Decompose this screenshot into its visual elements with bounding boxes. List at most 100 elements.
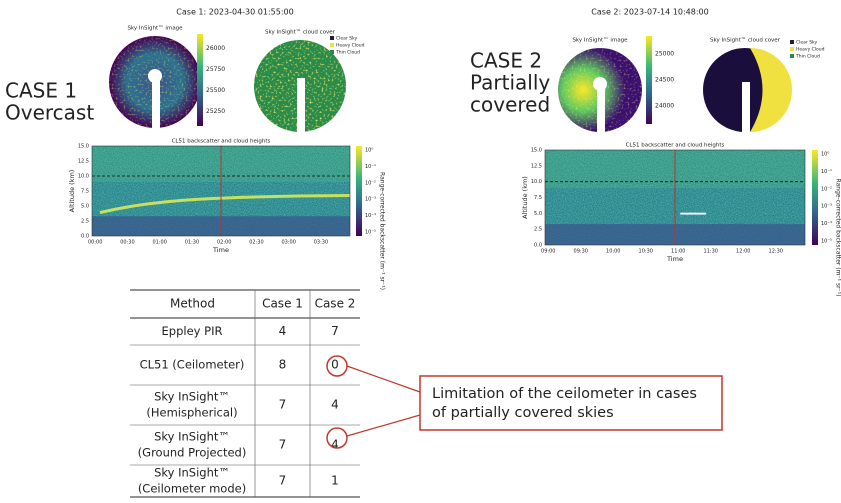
- table-cell: CL51 (Ceilometer): [140, 358, 245, 372]
- y-tick-label: 7.5: [534, 195, 542, 201]
- x-tick-label: 10:00: [606, 249, 620, 255]
- case-label: Overcast: [5, 101, 94, 125]
- colorbar-tick: 25500: [206, 87, 225, 94]
- legend-swatch: [790, 47, 794, 51]
- y-tick-label: 15.0: [78, 144, 89, 150]
- colorbar-tick: 10⁻²: [821, 186, 832, 192]
- colorbar: [356, 146, 362, 236]
- mast-top: [148, 69, 162, 83]
- table-header: Case 1: [262, 297, 303, 311]
- x-tick-label: 10:30: [639, 249, 653, 255]
- legend-label: Clear Sky: [336, 36, 358, 42]
- table-cell: Sky InSight™: [154, 430, 230, 444]
- colorbar: [812, 150, 818, 245]
- colorbar-tick: 24500: [655, 77, 674, 84]
- legend-swatch: [790, 40, 794, 44]
- legend-swatch: [790, 54, 794, 58]
- y-tick-label: 7.5: [81, 189, 89, 195]
- mast: [297, 78, 305, 132]
- legend-label: Thin Cloud: [795, 54, 820, 60]
- y-tick-label: 5.0: [534, 211, 542, 217]
- table-cell: (Hemispherical): [146, 406, 237, 420]
- table-cell: 7: [279, 438, 287, 452]
- plot-title: CL51 backscatter and cloud heights: [626, 143, 725, 149]
- table-cell: Sky InSight™: [154, 466, 230, 480]
- colorbar-tick: 10⁻¹: [821, 169, 832, 175]
- case-label: Partially: [470, 71, 550, 95]
- table-cell: Sky InSight™: [154, 390, 230, 404]
- callout-text: Limitation of the ceilometer in cases: [432, 386, 697, 402]
- legend-label: Heavy Cloud: [796, 47, 825, 53]
- x-tick-label: 00:00: [88, 240, 102, 246]
- image-title: Sky InSight™ image: [572, 37, 628, 44]
- colorbar-tick: 25250: [206, 108, 225, 115]
- colorbar-tick: 10⁻⁵: [821, 239, 832, 245]
- colorbar-tick: 10⁻⁴: [365, 213, 376, 219]
- colorbar-tick: 25000: [655, 51, 674, 58]
- legend-label: Clear Sky: [796, 40, 818, 46]
- colorbar: [197, 34, 203, 126]
- case-label: CASE 2: [470, 49, 542, 73]
- x-tick-label: 02:30: [249, 240, 263, 246]
- plot-title: CL51 backscatter and cloud heights: [172, 139, 271, 145]
- cloud-title: Sky InSight™ cloud cover: [710, 37, 781, 44]
- x-axis-label: Time: [212, 246, 229, 254]
- table-cell: 7: [279, 474, 287, 488]
- case-title: Case 1: 2023-04-30 01:55:00: [176, 8, 293, 17]
- table-cell: 7: [279, 398, 287, 412]
- colorbar-label: Range-corrected backscatter (m⁻¹ sr⁻¹): [835, 179, 841, 297]
- mast: [742, 82, 750, 132]
- y-tick-label: 12.5: [531, 163, 542, 169]
- case-title: Case 2: 2023-07-14 10:48:00: [591, 8, 708, 17]
- cloud-title: Sky InSight™ cloud cover: [265, 29, 336, 36]
- y-tick-label: 15.0: [531, 148, 542, 154]
- table-cell: 4: [279, 324, 287, 338]
- case-label: covered: [470, 93, 550, 117]
- x-tick-label: 01:30: [185, 240, 199, 246]
- y-tick-label: 2.5: [81, 219, 89, 225]
- colorbar-tick: 10⁻³: [821, 204, 832, 210]
- legend-swatch: [330, 36, 334, 40]
- colorbar-tick: 10⁻⁵: [365, 230, 376, 236]
- mast-top: [593, 77, 607, 91]
- colorbar-tick: 10⁻¹: [365, 164, 376, 170]
- callout-text: of partially covered skies: [432, 405, 614, 421]
- colorbar-tick: 10⁻²: [365, 180, 376, 186]
- x-tick-label: 09:30: [574, 249, 588, 255]
- y-tick-label: 10.0: [531, 179, 542, 185]
- table-cell: (Ground Projected): [138, 446, 247, 460]
- y-tick-label: 10.0: [78, 174, 89, 180]
- x-tick-label: 01:00: [153, 240, 167, 246]
- table-cell: 8: [279, 358, 287, 372]
- table-cell: 0: [331, 358, 339, 372]
- figure: CASE 1Overcast Case 1: 2023-04-30 01:55:0…: [0, 0, 841, 503]
- case-label: CASE 1: [5, 79, 77, 103]
- x-tick-label: 12:30: [769, 249, 783, 255]
- callout-box: [420, 376, 722, 430]
- x-axis-label: Time: [666, 255, 683, 263]
- y-axis-label: Altitude (km): [68, 170, 76, 213]
- colorbar-label: Range-corrected backscatter (m⁻¹ sr⁻¹): [379, 172, 386, 290]
- x-tick-label: 03:30: [314, 240, 328, 246]
- x-tick-label: 09:00: [541, 249, 555, 255]
- colorbar-tick: 10⁰: [821, 152, 829, 158]
- legend-swatch: [330, 43, 334, 47]
- x-tick-label: 12:00: [736, 249, 750, 255]
- x-tick-label: 03:00: [282, 240, 296, 246]
- image-title: Sky InSight™ image: [127, 25, 183, 32]
- table-cell: (Ceilometer mode): [138, 482, 246, 496]
- colorbar-tick: 10⁻⁴: [821, 221, 832, 227]
- y-tick-label: 2.5: [534, 227, 542, 233]
- colorbar-tick: 24000: [655, 102, 674, 109]
- table-cell: Eppley PIR: [162, 324, 223, 338]
- legend-swatch: [330, 50, 334, 54]
- table-header: Case 2: [315, 297, 356, 311]
- legend-label: Thin Cloud: [335, 50, 360, 56]
- colorbar-tick: 10⁻³: [365, 197, 376, 203]
- colorbar-tick: 26000: [206, 45, 225, 52]
- colorbar-tick: 10⁰: [365, 148, 373, 154]
- y-tick-label: 12.5: [78, 159, 89, 165]
- legend-label: Heavy Cloud: [336, 43, 365, 49]
- colorbar: [646, 36, 652, 124]
- table-cell: 7: [331, 324, 339, 338]
